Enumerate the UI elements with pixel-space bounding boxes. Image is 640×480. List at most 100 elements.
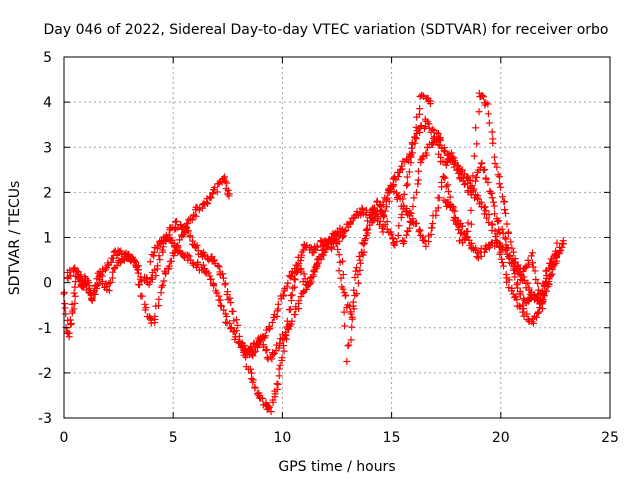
data-point xyxy=(88,297,96,305)
data-point xyxy=(106,278,114,286)
data-point xyxy=(192,212,200,220)
data-point xyxy=(138,292,146,300)
data-point xyxy=(516,268,524,276)
series-track-b xyxy=(63,173,233,327)
y-tick-label: 2 xyxy=(43,185,52,201)
data-point xyxy=(398,165,406,173)
data-point xyxy=(438,178,446,186)
data-point xyxy=(440,144,448,152)
data-point xyxy=(193,241,201,249)
data-point xyxy=(422,149,430,157)
data-point xyxy=(466,188,474,196)
data-point xyxy=(199,261,207,269)
data-point xyxy=(288,317,296,325)
data-point xyxy=(227,299,235,307)
data-point xyxy=(338,257,346,265)
data-point xyxy=(283,283,291,291)
data-point xyxy=(519,301,527,309)
data-point xyxy=(345,341,353,349)
data-point xyxy=(66,266,74,274)
data-point xyxy=(557,246,565,254)
data-point xyxy=(353,264,361,272)
data-point xyxy=(107,258,115,266)
data-point xyxy=(448,156,456,164)
data-point xyxy=(427,230,435,238)
y-tick-label: 0 xyxy=(43,276,52,292)
data-point xyxy=(340,289,348,297)
data-point xyxy=(284,279,292,287)
data-point xyxy=(70,305,78,313)
data-point xyxy=(220,306,228,314)
data-point xyxy=(155,302,163,310)
data-point xyxy=(92,281,100,289)
data-point xyxy=(419,92,427,100)
data-point xyxy=(186,232,194,240)
data-point xyxy=(499,193,507,201)
data-point xyxy=(479,93,487,101)
data-point xyxy=(449,204,457,212)
data-point xyxy=(213,188,221,196)
data-point xyxy=(228,308,236,316)
data-point xyxy=(383,203,391,211)
data-point xyxy=(340,308,348,316)
data-point xyxy=(428,125,436,133)
data-point xyxy=(276,361,284,369)
data-point xyxy=(414,180,422,188)
data-point xyxy=(287,292,295,300)
data-point xyxy=(529,319,537,327)
data-point xyxy=(395,222,403,230)
data-point xyxy=(265,322,273,330)
data-point xyxy=(487,189,495,197)
data-point xyxy=(297,251,305,259)
data-point xyxy=(207,275,215,283)
data-point xyxy=(500,198,508,206)
x-tick-label: 15 xyxy=(383,430,401,446)
data-point xyxy=(389,182,397,190)
data-point xyxy=(531,267,539,275)
data-point xyxy=(379,211,387,219)
data-point xyxy=(348,323,356,331)
data-point xyxy=(275,372,283,380)
data-point xyxy=(443,202,451,210)
data-point xyxy=(133,263,141,271)
data-point xyxy=(67,272,75,280)
data-point xyxy=(493,163,501,171)
data-point xyxy=(211,183,219,191)
data-point xyxy=(444,181,452,189)
data-point xyxy=(176,236,184,244)
data-point xyxy=(93,285,101,293)
data-point xyxy=(507,238,515,246)
data-point xyxy=(313,243,321,251)
data-point xyxy=(300,270,308,278)
data-point xyxy=(160,277,168,285)
data-point xyxy=(440,173,448,181)
data-point xyxy=(113,262,121,270)
data-point xyxy=(539,290,547,298)
data-point xyxy=(354,279,362,287)
data-point xyxy=(380,212,388,220)
data-point xyxy=(162,269,170,277)
data-point xyxy=(146,258,154,266)
data-point xyxy=(498,255,506,263)
data-point xyxy=(224,186,232,194)
data-point xyxy=(503,220,511,228)
data-point xyxy=(464,233,472,241)
data-point xyxy=(542,278,550,286)
data-point xyxy=(268,355,276,363)
data-point xyxy=(478,159,486,167)
data-point xyxy=(314,260,322,268)
data-point xyxy=(206,272,214,280)
data-point xyxy=(533,313,541,321)
data-point xyxy=(493,217,501,225)
data-point xyxy=(247,375,255,383)
data-point xyxy=(464,219,472,227)
data-point xyxy=(467,206,475,214)
data-point xyxy=(475,108,483,116)
data-point xyxy=(407,209,415,217)
data-point xyxy=(436,135,444,143)
data-point xyxy=(473,140,481,148)
data-point xyxy=(214,262,222,270)
data-point xyxy=(109,254,117,262)
data-point xyxy=(159,281,167,289)
data-point xyxy=(209,189,217,197)
